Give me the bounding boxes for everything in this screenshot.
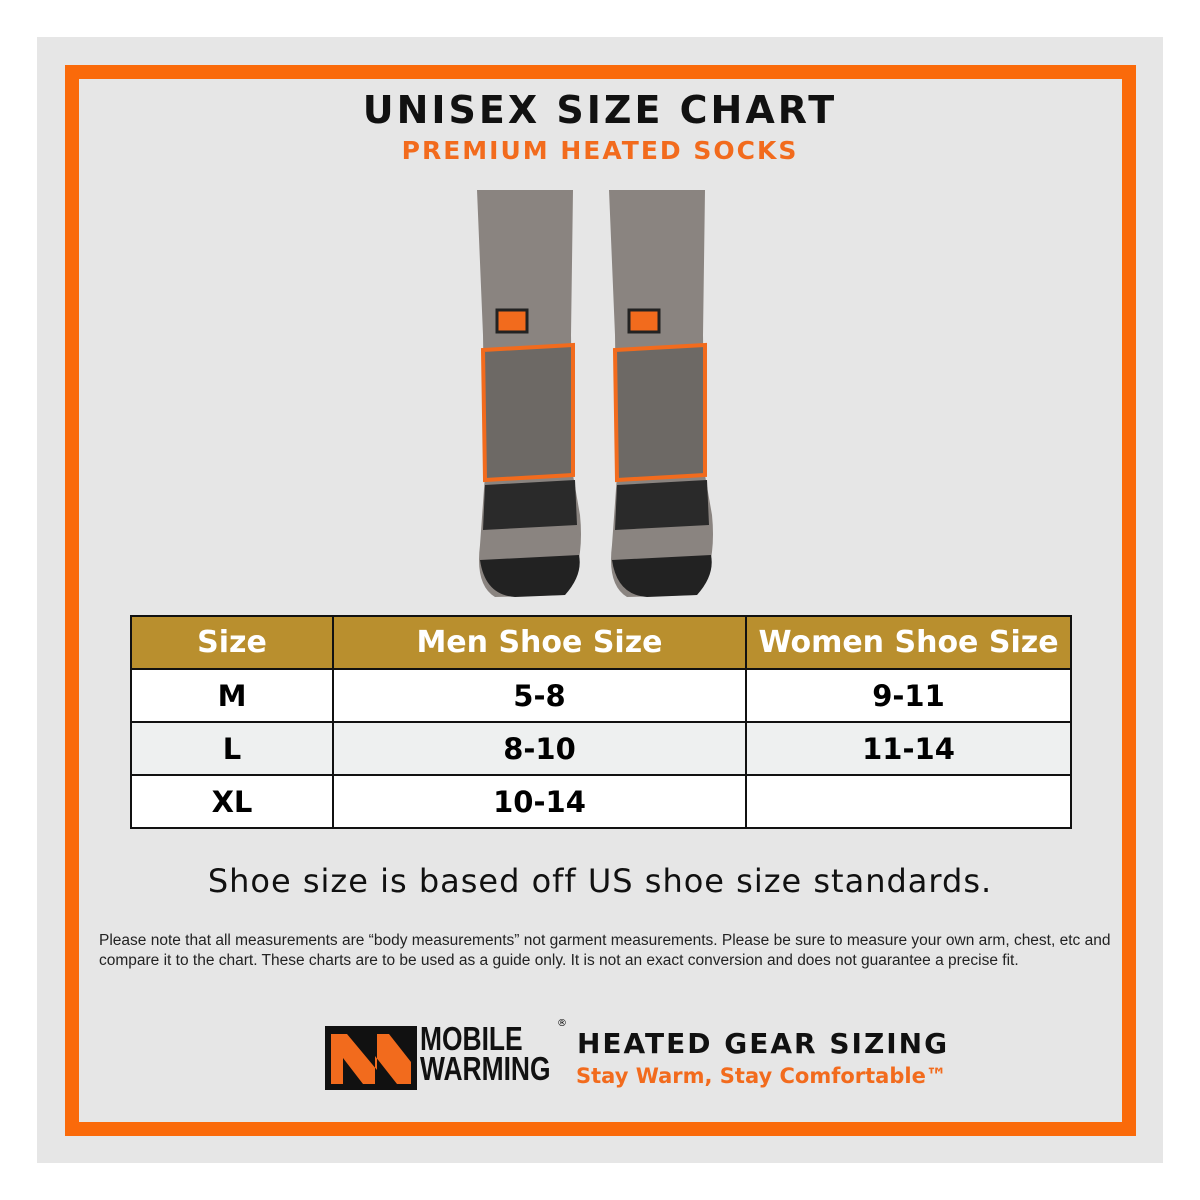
women-size-cell: 9-11 (745, 668, 1072, 723)
women-size-cell (745, 774, 1072, 829)
mobile-warming-logo-icon (325, 1026, 417, 1090)
size-chart-table: Size Men Shoe Size Women Shoe Size M 5-8… (130, 615, 1072, 829)
table-row: M 5-8 9-11 (130, 668, 1072, 723)
men-size-cell: 5-8 (332, 668, 747, 723)
brand-line-1: MOBILE (420, 1020, 523, 1057)
men-size-cell: 8-10 (332, 721, 747, 776)
column-header-men: Men Shoe Size (332, 615, 747, 670)
brand-wordmark: MOBILE WARMING (420, 1020, 551, 1087)
disclaimer-text: Please note that all measurements are “b… (99, 932, 1111, 969)
size-cell: M (130, 668, 334, 723)
orange-frame (65, 65, 1136, 1136)
page-title: UNISEX SIZE CHART (362, 88, 838, 132)
column-header-size: Size (130, 615, 334, 670)
women-size-cell: 11-14 (745, 721, 1072, 776)
table-row: L 8-10 11-14 (130, 721, 1072, 776)
us-standard-note: Shoe size is based off US shoe size stan… (207, 862, 993, 900)
page-subtitle: PREMIUM HEATED SOCKS (401, 136, 799, 165)
column-header-women: Women Shoe Size (745, 615, 1072, 670)
table-header-row: Size Men Shoe Size Women Shoe Size (130, 615, 1072, 670)
brand-line-2: WARMING (420, 1050, 551, 1087)
size-cell: L (130, 721, 334, 776)
heated-socks-image (477, 188, 715, 599)
footer-heading: HEATED GEAR SIZING (577, 1027, 950, 1060)
footer-tagline: Stay Warm, Stay Comfortable™ (576, 1064, 947, 1088)
registered-mark: ® (557, 1018, 567, 1029)
table-row: XL 10-14 (130, 774, 1072, 829)
size-cell: XL (130, 774, 334, 829)
men-size-cell: 10-14 (332, 774, 747, 829)
